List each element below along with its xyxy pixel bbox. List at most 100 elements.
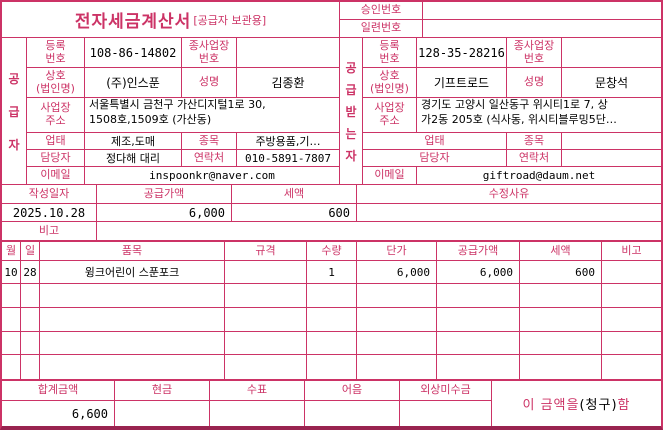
approval-row: 승인번호: [340, 2, 661, 20]
promissory-note-value: [305, 401, 400, 426]
check-label: 수표: [210, 381, 305, 400]
manager-label: 담당자: [363, 150, 507, 166]
day-header: 일: [21, 242, 40, 260]
item-spec: [225, 355, 307, 379]
buyer-registration-row: 등록 번호 128-35-28216 종사업장 번호: [363, 38, 661, 68]
ceo-name-label: 성명: [182, 68, 237, 97]
supplier-manager-row: 담당자 정다해 대리 연락처 010-5891-7807: [27, 150, 339, 167]
supplier-business-type-row: 업태 제조,도매 종목 주방용품,기…: [27, 133, 339, 150]
item-qty: [307, 355, 357, 379]
buyer-business-item: [562, 133, 661, 149]
item-name: [40, 284, 225, 308]
email-label: 이메일: [363, 167, 417, 184]
email-label: 이메일: [27, 167, 85, 184]
item-supply-amount: [437, 331, 520, 355]
parties-section: 공 급 자 등록 번호 108-86-14802 종사업장 번호: [2, 38, 661, 185]
form-title-cell: 전자세금계산서 [공급자 보관용]: [2, 2, 340, 37]
business-item-label: 종목: [182, 133, 237, 149]
supplier-email: inspoonkr@naver.com: [149, 169, 275, 182]
side-char: 급: [8, 104, 20, 119]
contact-label: 연락처: [507, 150, 562, 166]
supplier-business-type: 제조,도매: [85, 133, 182, 149]
note-header: 비고: [621, 243, 642, 257]
approval-number-value: [423, 2, 661, 19]
buyer-email-row: 이메일 giftroad@daum.net: [363, 167, 661, 184]
tax-header: 세액: [520, 242, 602, 260]
item-month: 10: [2, 260, 21, 284]
supplier-side-label: 공 급 자: [2, 38, 27, 184]
claim-suffix: 함: [617, 398, 631, 413]
spec-header: 규격: [225, 242, 307, 260]
item-day: [21, 308, 40, 331]
total-amount-label: 합계금액: [2, 381, 115, 400]
item-supply-amount: 6,000: [437, 260, 520, 284]
supplier-address: 서울특별시 금천구 가산디지털1로 30, 1508호,1509호 (가산동): [89, 98, 266, 126]
item-tax: [520, 284, 602, 308]
tax-amount-label: 세액: [232, 185, 357, 204]
business-type-label: 업태: [363, 133, 507, 149]
side-char: 는: [345, 126, 357, 141]
buyer-registration-number: 128-35-28216: [417, 38, 507, 67]
item-row: 10 28 윙크어린이 스푼포크 1 6,000 6,000 600: [2, 260, 661, 285]
side-char: 공: [345, 60, 357, 75]
issue-date-value: 2025.10.28: [2, 204, 97, 221]
supplier-email-row: 이메일 inspoonkr@naver.com: [27, 167, 339, 184]
contact-label: 연락처: [182, 150, 237, 166]
totals-section: 합계금액 현금 수표 어음 외상미수금 6,600 이 금액을 (청구) 함: [2, 381, 661, 426]
serial-number-value: [423, 20, 661, 37]
buyer-email: giftroad@daum.net: [482, 169, 596, 182]
item-tax: [520, 308, 602, 331]
side-char: 공: [8, 71, 20, 86]
business-item-label: 종목: [507, 133, 562, 149]
buyer-side-label: 공 급 받 는 자: [340, 38, 363, 184]
supplier-registration-row: 등록 번호 108-86-14802 종사업장 번호: [27, 38, 339, 68]
side-char: 자: [345, 148, 357, 163]
item-qty: [307, 331, 357, 355]
summary-section: 작성일자 공급가액 세액 수정사유 2025.10.28 6,000 600 비…: [2, 185, 661, 242]
item-note: [602, 284, 661, 307]
check-value: [210, 401, 305, 426]
header-section: 전자세금계산서 [공급자 보관용] 승인번호 일련번호: [2, 2, 661, 38]
buyer-business-type-row: 업태 종목: [363, 133, 661, 150]
tax-amount-value: 600: [232, 204, 357, 221]
supplier-manager: 정다해 대리: [85, 150, 182, 166]
item-spec: [225, 260, 307, 284]
registration-number-label: 등록 번호: [27, 38, 85, 67]
item-unit-price: [357, 308, 437, 331]
buyer-ceo-name: 문창석: [594, 76, 629, 90]
item-row: [2, 355, 661, 379]
business-type-label: 업태: [27, 133, 85, 149]
claim-word: (청구): [579, 398, 618, 413]
item-spec: [225, 331, 307, 355]
item-tax: 600: [520, 260, 602, 284]
item-name: [40, 355, 225, 379]
item-month: [2, 331, 21, 355]
item-row: [2, 308, 661, 332]
claim-prefix: 이 금액을: [522, 398, 580, 413]
items-table: 월 일 품목 규격 수량 단가 공급가액 세액 비고 10 28 윙크어린이 스…: [2, 242, 661, 381]
item-name: [40, 331, 225, 355]
item-day: [21, 331, 40, 355]
item-spec: [225, 308, 307, 331]
buyer-sub-business-number: [562, 38, 661, 67]
buyer-block: 공 급 받 는 자 등록 번호 128-35-28216 종사업장 번호: [340, 38, 661, 184]
totals-value-row: 6,600: [2, 401, 491, 426]
item-note: [602, 355, 661, 379]
item-name-header: 품목: [40, 242, 225, 260]
buyer-address: 경기도 고양시 일산동구 위시티1로 7, 상 가2동 205호 (식사동, 위시…: [421, 98, 617, 126]
item-row: [2, 331, 661, 356]
supply-amount-label: 공급가액: [97, 185, 232, 204]
supplier-company-name: (주)인스푼: [85, 68, 182, 97]
promissory-note-label: 어음: [305, 381, 400, 400]
serial-number-label: 일련번호: [340, 20, 423, 37]
supplier-phone: 010-5891-7807: [244, 151, 332, 165]
business-address-label: 사업장 주소: [363, 98, 417, 132]
item-qty: 1: [307, 260, 357, 284]
ceo-name-label: 성명: [507, 68, 562, 97]
item-tax: [520, 355, 602, 379]
item-supply-amount: [437, 308, 520, 331]
business-address-label: 사업장 주소: [27, 98, 85, 132]
supplier-business-item: 주방용품,기…: [255, 135, 321, 148]
item-qty: [307, 308, 357, 331]
